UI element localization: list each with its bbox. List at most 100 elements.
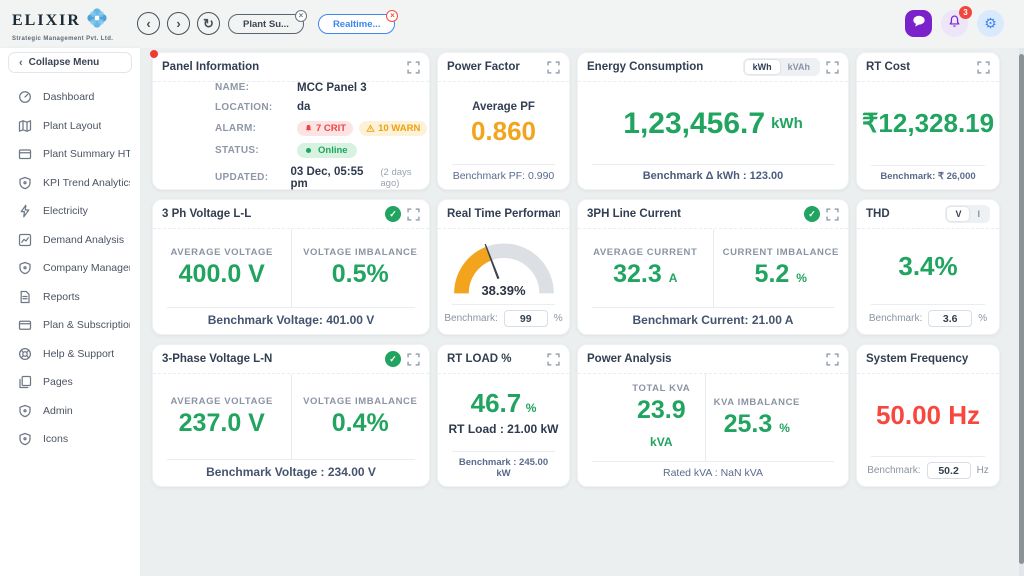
- power-factor-value: 0.860: [471, 117, 536, 146]
- settings-button[interactable]: ⚙: [977, 10, 1004, 37]
- field-location: LOCATION: da: [215, 101, 310, 113]
- sidebar-item-plan-subscription[interactable]: Plan & Subscription: [0, 311, 140, 340]
- critical-alarm-badge[interactable]: 7 CRIT: [297, 121, 353, 136]
- benchmark-text: Rated kVA : NaN kVA: [592, 461, 834, 486]
- sidebar-item-dashboard[interactable]: Dashboard: [0, 83, 140, 112]
- sidebar-item-kpi-trend-analytics[interactable]: KPI Trend Analytics: [0, 169, 140, 198]
- unit-toggle: kWh kVAh: [743, 58, 820, 76]
- refresh-button[interactable]: ↻: [197, 12, 220, 35]
- metric-voltage-imbalance: VOLTAGE IMBALANCE 0.4%: [291, 374, 430, 459]
- shield-icon: [18, 432, 32, 446]
- expand-icon[interactable]: [407, 61, 420, 74]
- scrollbar-track: [1019, 48, 1024, 576]
- card-title: System Frequency: [866, 353, 990, 365]
- metric-voltage-imbalance: VOLTAGE IMBALANCE 0.5%: [291, 229, 430, 307]
- collapse-menu-button[interactable]: ‹ Collapse Menu: [8, 52, 132, 73]
- benchmark-text: Benchmark : 245.00 kW: [452, 451, 555, 486]
- sidebar-item-admin[interactable]: Admin: [0, 397, 140, 426]
- vi-toggle: V I: [945, 205, 990, 223]
- sidebar-item-reports[interactable]: Reports: [0, 283, 140, 312]
- panel-icon: [18, 147, 32, 161]
- sidebar-item-plant-layout[interactable]: Plant Layout: [0, 112, 140, 141]
- sidebar-item-plant-summary-ht[interactable]: Plant Summary HT: [0, 140, 140, 169]
- card-thd: THD V I 3.4% Benchmark: %: [856, 199, 1000, 335]
- metric-average-voltage: AVERAGE VOLTAGE 237.0 V: [153, 374, 291, 459]
- flower-logo-icon: [85, 6, 109, 35]
- benchmark-unit: %: [978, 313, 987, 324]
- benchmark-text: Benchmark Voltage: 401.00 V: [167, 307, 415, 334]
- expand-icon[interactable]: [547, 353, 560, 366]
- expand-icon[interactable]: [407, 353, 420, 366]
- brand-subtitle: Strategic Management Pvt. Ltd.: [12, 36, 130, 42]
- close-icon[interactable]: ×: [295, 10, 307, 22]
- tab-label: Plant Su...: [243, 19, 289, 30]
- collapse-menu-label: Collapse Menu: [29, 57, 100, 68]
- sidebar-item-company-management[interactable]: Company Managem...: [0, 254, 140, 283]
- top-header: ELIXIR Strategic Management Pvt. Ltd. ‹ …: [0, 0, 1024, 48]
- toggle-voltage[interactable]: V: [947, 207, 969, 221]
- card-title: Energy Consumption: [587, 61, 737, 73]
- card-voltage-ll: 3 Ph Voltage L-L ✓ AVERAGE VOLTAGE 400.0…: [152, 199, 430, 335]
- tab-label: Realtime...: [333, 19, 381, 30]
- sidebar-item-electricity[interactable]: Electricity: [0, 197, 140, 226]
- field-alarm: ALARM: 7 CRIT 10 WARN: [215, 121, 427, 136]
- sidebar-item-help-support[interactable]: Help & Support: [0, 340, 140, 369]
- benchmark-input[interactable]: [928, 310, 972, 327]
- tab-realtime[interactable]: Realtime... ×: [318, 14, 396, 34]
- chevron-left-icon: ‹: [19, 57, 23, 69]
- sidebar-item-demand-analysis[interactable]: Demand Analysis: [0, 226, 140, 255]
- lifebuoy-icon: [18, 347, 32, 361]
- chat-icon: [911, 13, 927, 34]
- notifications-button[interactable]: 3: [941, 10, 968, 37]
- sidebar-item-pages[interactable]: Pages: [0, 368, 140, 397]
- field-updated: UPDATED: 03 Dec, 05:55 pm (2 days ago): [215, 166, 429, 190]
- benchmark-label: Benchmark:: [869, 313, 922, 324]
- close-icon[interactable]: ×: [386, 10, 398, 22]
- header-actions: 3 ⚙: [905, 10, 1004, 37]
- rt-cost-value: ₹12,328.19: [862, 109, 994, 138]
- benchmark-label: Benchmark:: [444, 313, 497, 324]
- notification-badge: 3: [959, 6, 972, 19]
- benchmark-text: Benchmark: ₹ 26,000: [871, 165, 985, 189]
- thd-value: 3.4%: [898, 252, 957, 281]
- card-performance-score: Real Time Performance Score 38.39% Bench…: [437, 199, 570, 335]
- card-title: RT LOAD %: [447, 353, 541, 365]
- benchmark-label: Benchmark:: [867, 465, 920, 476]
- card-system-frequency: System Frequency 50.00 Hz Benchmark: Hz: [856, 344, 1000, 487]
- benchmark-input[interactable]: [927, 462, 971, 479]
- pages-icon: [18, 375, 32, 389]
- toggle-current[interactable]: I: [969, 207, 988, 221]
- expand-icon[interactable]: [547, 61, 560, 74]
- warning-alarm-badge[interactable]: 10 WARN: [359, 121, 427, 136]
- refresh-icon: ↻: [203, 17, 214, 30]
- sidebar-item-icons[interactable]: Icons: [0, 425, 140, 454]
- expand-icon[interactable]: [407, 208, 420, 221]
- card-title: 3 Ph Voltage L-L: [162, 208, 379, 220]
- tab-plant-summary[interactable]: Plant Su... ×: [228, 14, 304, 34]
- expand-icon[interactable]: [826, 61, 839, 74]
- back-button[interactable]: ‹: [137, 12, 160, 35]
- shield-icon: [18, 404, 32, 418]
- card-voltage-ln: 3-Phase Voltage L-N ✓ AVERAGE VOLTAGE 23…: [152, 344, 430, 487]
- benchmark-input[interactable]: [504, 310, 548, 327]
- scrollbar-thumb[interactable]: [1019, 54, 1024, 564]
- bolt-icon: [18, 204, 32, 218]
- chat-button[interactable]: [905, 10, 932, 37]
- toggle-kwh[interactable]: kWh: [745, 60, 780, 74]
- toggle-kvah[interactable]: kVAh: [780, 60, 818, 74]
- frequency-value: 50.00 Hz: [876, 401, 980, 430]
- rt-load-unit: %: [526, 401, 537, 415]
- status-badge: Online: [297, 143, 357, 158]
- card-rt-cost: RT Cost ₹12,328.19 Benchmark: ₹ 26,000: [856, 52, 1000, 190]
- card-title: THD: [866, 208, 939, 220]
- credit-card-icon: [18, 318, 32, 332]
- card-power-factor: Power Factor Average PF 0.860 Benchmark …: [437, 52, 570, 190]
- expand-icon[interactable]: [977, 61, 990, 74]
- expand-icon[interactable]: [826, 353, 839, 366]
- card-energy-consumption: Energy Consumption kWh kVAh 1,23,456.7 k…: [577, 52, 849, 190]
- expand-icon[interactable]: [826, 208, 839, 221]
- document-icon: [18, 290, 32, 304]
- forward-button[interactable]: ›: [167, 12, 190, 35]
- brand-name: ELIXIR: [12, 12, 81, 30]
- benchmark-unit: Hz: [977, 465, 989, 476]
